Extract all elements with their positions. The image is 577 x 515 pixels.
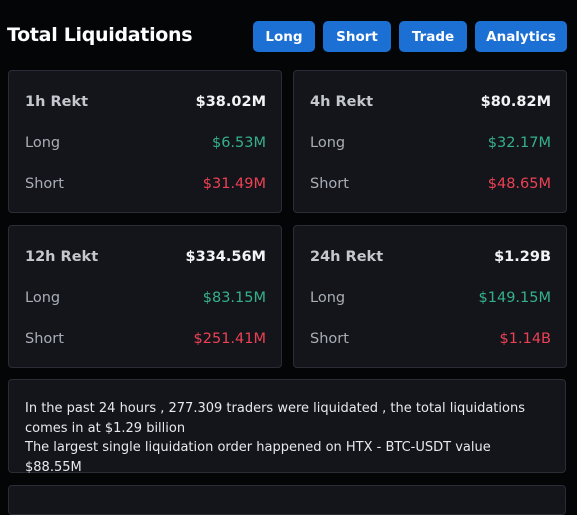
- page-title: Total Liquidations: [7, 24, 193, 46]
- card-title: 1h Rekt: [25, 94, 89, 110]
- stat-card: 24h Rekt $1.29B Long $149.15M Short $1.14B: [293, 225, 567, 368]
- stat-row: Short $1.14B: [310, 331, 551, 347]
- row-label: Short: [310, 331, 349, 347]
- stat-row: Short $251.41M: [25, 331, 266, 347]
- row-value: $251.41M: [193, 331, 266, 347]
- stat-card: 12h Rekt $334.56M Long $83.15M Short $251.41M: [8, 225, 282, 368]
- stat-row: Long $83.15M: [25, 290, 266, 306]
- stat-row: Short $48.65M: [310, 176, 551, 192]
- stat-row: Long $6.53M: [25, 135, 266, 151]
- stat-card: 4h Rekt $80.82M Long $32.17M Short $48.65M: [293, 70, 567, 213]
- tab-button[interactable]: Long: [253, 21, 315, 52]
- row-label: Long: [310, 135, 346, 151]
- summary-box: In the past 24 hours , 277.309 traders w…: [8, 379, 566, 475]
- summary-line: The largest single liquidation order hap…: [25, 440, 491, 475]
- page: Total Liquidations Long Short Trade Analyti…: [7, 21, 567, 515]
- tab-button[interactable]: Trade: [399, 21, 467, 52]
- card-header: 24h Rekt $1.29B: [310, 249, 551, 265]
- row-value: $83.15M: [202, 290, 266, 306]
- row-label: Short: [25, 331, 64, 347]
- row-value: $32.17M: [487, 135, 551, 151]
- tab-button[interactable]: Short: [323, 21, 391, 52]
- summary-line: In the past 24 hours , 277.309 traders w…: [25, 401, 525, 436]
- card-title: 12h Rekt: [25, 249, 99, 265]
- row-label: Short: [310, 176, 349, 192]
- row-value: $149.15M: [478, 290, 551, 306]
- card-total: $1.29B: [494, 249, 551, 265]
- row-label: Long: [310, 290, 346, 306]
- row-label: Short: [25, 176, 64, 192]
- card-total: $38.02M: [195, 94, 266, 110]
- row-value: $6.53M: [211, 135, 266, 151]
- row-value: $31.49M: [202, 176, 266, 192]
- stat-row: Long $149.15M: [310, 290, 551, 306]
- row-label: Long: [25, 290, 61, 306]
- stat-row: Long $32.17M: [310, 135, 551, 151]
- card-header: 1h Rekt $38.02M: [25, 94, 266, 110]
- card-title: 4h Rekt: [310, 94, 374, 110]
- next-panel: [8, 485, 566, 515]
- stat-card: 1h Rekt $38.02M Long $6.53M Short $31.49M: [8, 70, 282, 213]
- card-total: $80.82M: [480, 94, 551, 110]
- row-value: $48.65M: [487, 176, 551, 192]
- card-header: 12h Rekt $334.56M: [25, 249, 266, 265]
- stat-row: Short $31.49M: [25, 176, 266, 192]
- row-value: $1.14B: [499, 331, 551, 347]
- tab-button[interactable]: Analytics: [475, 21, 567, 52]
- card-title: 24h Rekt: [310, 249, 384, 265]
- card-total: $334.56M: [185, 249, 266, 265]
- row-label: Long: [25, 135, 61, 151]
- card-header: 4h Rekt $80.82M: [310, 94, 551, 110]
